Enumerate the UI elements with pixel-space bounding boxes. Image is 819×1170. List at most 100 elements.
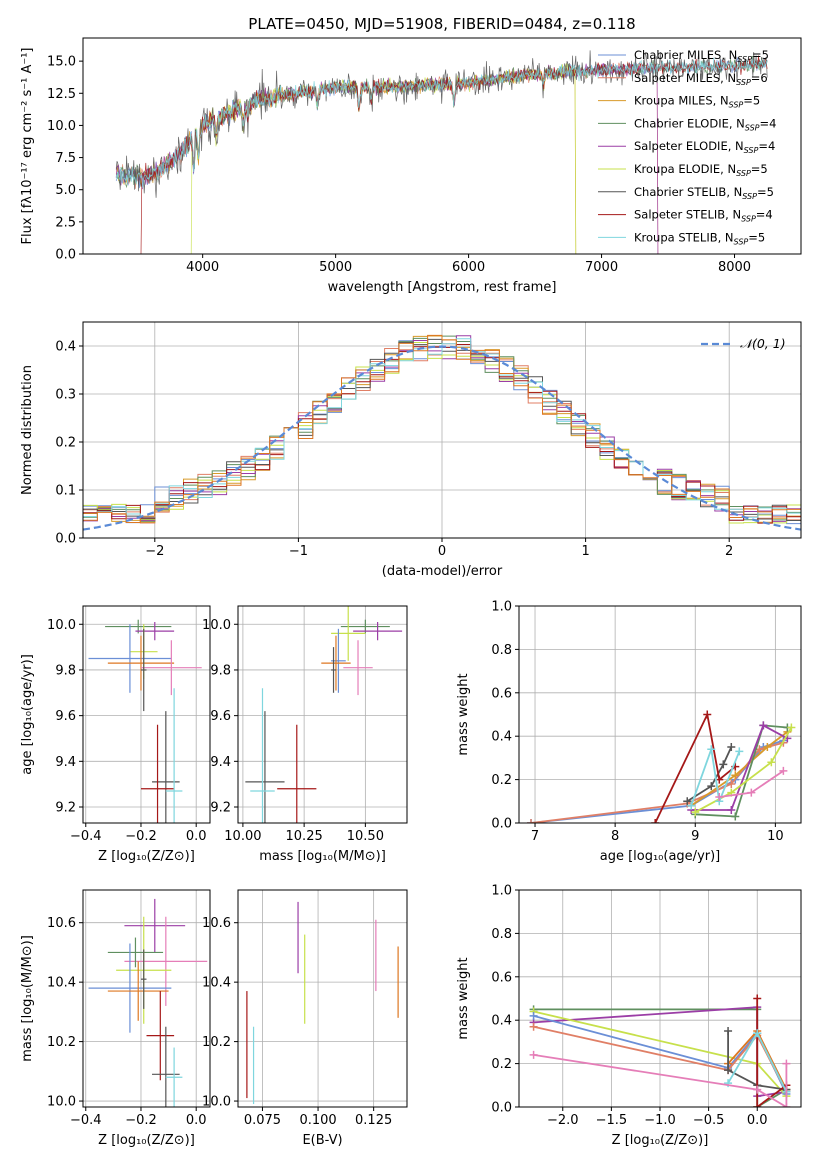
x-tick-label: 0.125 — [355, 1113, 392, 1128]
y-tick-label: 10.0 — [47, 119, 76, 134]
x-tick-label: −1 — [289, 544, 308, 559]
x-tick-label: 0.0 — [747, 1113, 768, 1128]
mass-weight-point — [753, 994, 762, 1003]
legend-subscript: SSP — [742, 192, 757, 201]
errorbar-point — [331, 606, 366, 661]
legend-value: =6 — [751, 71, 768, 85]
legend-value: =4 — [758, 139, 775, 153]
x-tick-label: 10.50 — [347, 829, 384, 844]
mass-weight-series-line — [694, 727, 793, 813]
y-tick-label: 10.0 — [202, 618, 231, 633]
errorbar-point — [135, 621, 175, 641]
y-tick-label: 0.8 — [491, 643, 512, 658]
mass-weight-point — [767, 758, 776, 767]
y-tick-label: 9.2 — [55, 801, 76, 816]
y-tick-label: 9.8 — [210, 663, 231, 678]
y-tick-label: 2.5 — [55, 215, 76, 230]
axes-frame — [237, 889, 408, 1108]
x-tick-label: 8000 — [718, 260, 751, 275]
y-tick-label: 0.4 — [55, 340, 76, 355]
mass-weight-point — [753, 1029, 762, 1038]
errorbar-point — [124, 898, 186, 953]
legend-text: Kroupa MILES, N — [634, 94, 729, 108]
axes: 10.00 10.25 10.50 9.2 9.4 9.6 9.8 10.0 mass [log… — [202, 605, 408, 864]
mass-weight-point — [529, 1050, 538, 1059]
mass-weight-point — [724, 1027, 733, 1036]
axes-frame — [237, 605, 408, 824]
legend-entry: Kroupa MILES, NSSP=5 — [634, 94, 760, 110]
x-tick-label: −1.5 — [596, 1113, 628, 1128]
legend-subscript: SSP — [736, 78, 751, 87]
y-tick-label: 10.6 — [202, 916, 231, 931]
x-tick-label: −0.5 — [693, 1113, 725, 1128]
x-tick-label: 2 — [725, 544, 733, 559]
y-tick-label: 1.0 — [491, 884, 512, 899]
y-tick-label: 0.2 — [55, 436, 76, 451]
legend-entry: Kroupa STELIB, NSSP=5 — [634, 230, 765, 246]
x-tick-label: −0.2 — [125, 1113, 157, 1128]
axes: 7 8 9 10 0.0 0.2 0.4 0.6 0.8 1.0 age [log₁₀(age/yr… — [456, 600, 802, 864]
errorbar-point — [140, 628, 147, 712]
histogram-series-step — [83, 342, 801, 524]
mass-weight-point — [747, 788, 756, 797]
mass-vs-ebv-panel: 0.075 0.100 0.125 10.0 10.2 10.4 10.6 E(B-V) — [202, 889, 408, 1148]
plot-area — [245, 606, 403, 823]
spectrum-series-line — [115, 57, 768, 188]
mass-weight-series-line — [533, 1054, 788, 1107]
y-axis-label: age [log₁₀(age/yr)] — [20, 654, 35, 775]
plot-area — [115, 50, 768, 254]
x-axis-label: (data-model)/error — [382, 564, 503, 579]
mass-weight-series-line — [695, 724, 788, 818]
legend-subscript: SSP — [736, 169, 751, 178]
x-tick-label: 5000 — [319, 260, 352, 275]
mass-weight-point — [727, 779, 736, 788]
mass-weight-point — [735, 747, 744, 756]
histogram-series-step — [83, 334, 801, 523]
axes-frame — [82, 37, 802, 255]
axes-frame — [82, 889, 211, 1108]
y-tick-label: 9.6 — [210, 709, 231, 724]
errorbar-point — [277, 724, 317, 823]
age-vs-mass-panel: 10.00 10.25 10.50 9.2 9.4 9.6 9.8 10.0 mass [log… — [202, 605, 408, 864]
spectrum-series-line — [115, 65, 768, 254]
axes-frame — [82, 605, 211, 824]
errorbar-point — [165, 688, 183, 823]
errorbar-point — [146, 991, 175, 1081]
spectrum-panel: 4000 5000 6000 7000 8000 0.0 2.5 5.0 7.5 10.0 12.5… — [20, 37, 802, 295]
normal-distribution-curve — [83, 345, 801, 531]
x-axis-label: age [log₁₀(age/yr)] — [600, 849, 721, 864]
figure-title: PLATE=0450, MJD=51908, FIBERID=0484, z=0… — [248, 15, 635, 33]
y-tick-label: 0.4 — [491, 1014, 512, 1029]
x-axis-label: wavelength [Angstrom, rest frame] — [328, 280, 557, 295]
axes: 4000 5000 6000 7000 8000 0.0 2.5 5.0 7.5 10.0 12.5… — [20, 37, 802, 295]
legend-subscript: SSP — [741, 215, 756, 224]
errorbar-point — [124, 916, 208, 1006]
y-tick-label: 0.1 — [55, 484, 76, 499]
x-tick-label: 0.0 — [186, 829, 207, 844]
x-tick-label: 10.25 — [286, 829, 323, 844]
errorbar-point — [343, 640, 373, 696]
errorbar-point — [245, 711, 285, 823]
y-tick-label: 9.4 — [210, 755, 231, 770]
y-tick-label: 10.4 — [47, 976, 76, 991]
mass-weight-point — [707, 745, 716, 754]
x-tick-label: −0.4 — [70, 1113, 102, 1128]
x-tick-label: 1 — [581, 544, 589, 559]
legend-text: Kroupa STELIB, N — [634, 230, 734, 244]
plot-area — [529, 994, 791, 1107]
grid-lines — [238, 890, 407, 1107]
x-axis-label: mass [log₁₀(M/M⊙)] — [259, 849, 386, 864]
x-tick-label: −0.2 — [125, 829, 157, 844]
legend-value: =5 — [752, 48, 769, 62]
y-tick-label: 10.0 — [47, 1095, 76, 1110]
errorbar-point — [107, 937, 164, 968]
y-tick-label: 10.6 — [47, 916, 76, 931]
mass-weight-point — [727, 743, 736, 752]
legend-text: Salpeter ELODIE, N — [634, 139, 744, 153]
x-tick-label: 4000 — [186, 260, 219, 275]
mass-weight-point — [753, 1103, 762, 1107]
residual-histogram-panel: −2 −1 0 1 2 0.0 0.1 0.2 0.3 0.4 (data-model)/error… — [20, 321, 802, 579]
x-tick-label: 9 — [691, 829, 699, 844]
mass-weight-series-line — [686, 746, 733, 803]
